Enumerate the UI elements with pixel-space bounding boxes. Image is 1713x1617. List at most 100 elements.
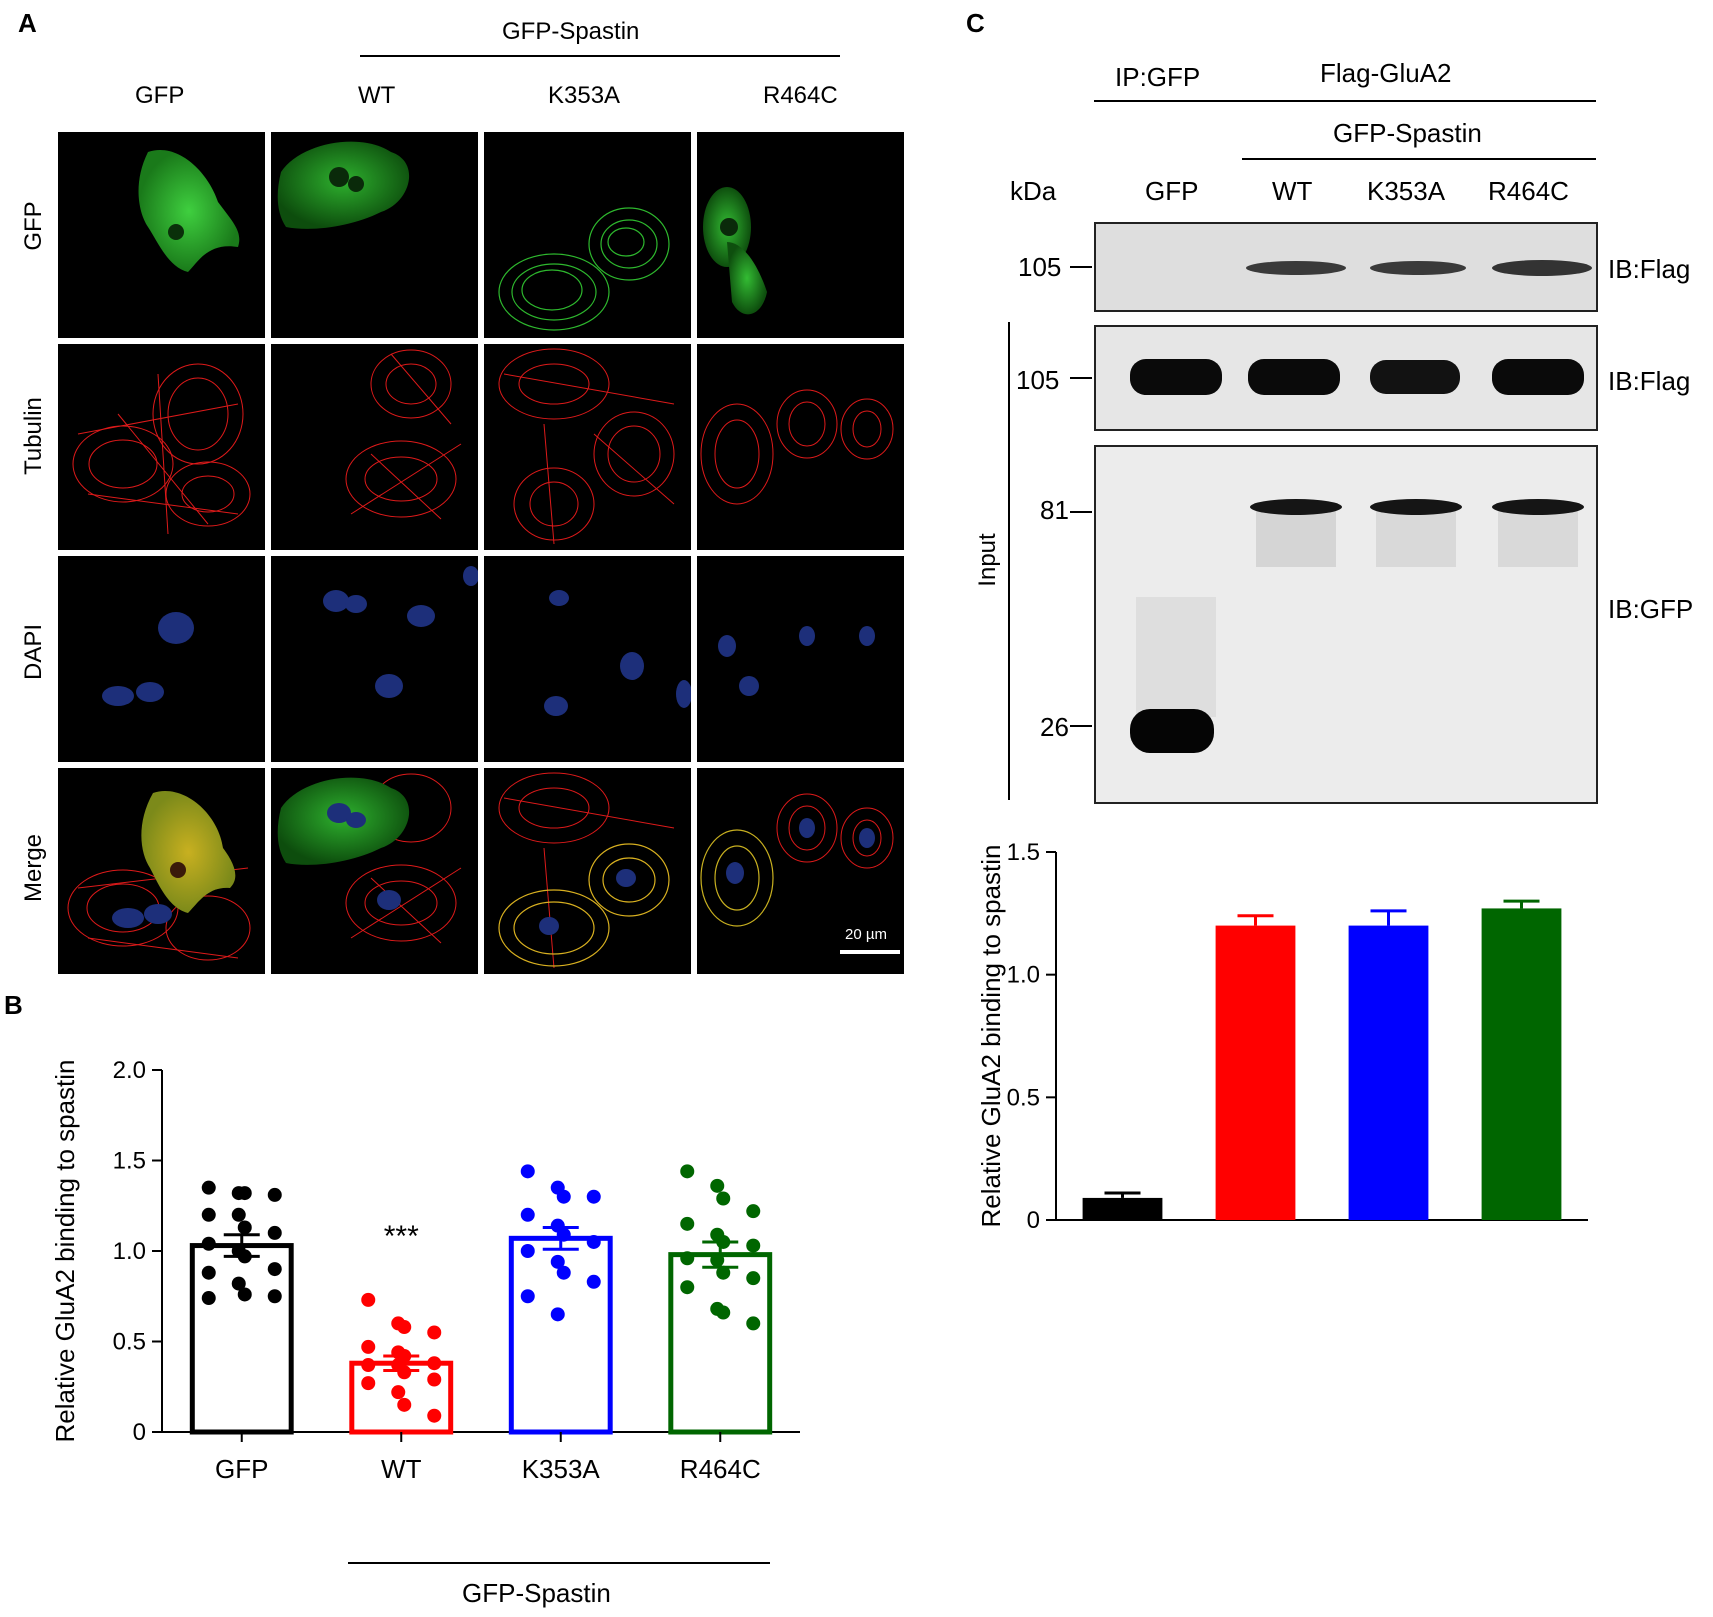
panel-a-col-k353a: K353A [548, 82, 621, 109]
panel-a-row-tubulin: Tubulin [20, 397, 47, 475]
chart-b-point-WT [427, 1325, 442, 1340]
micrograph-r464c-merge: 20 µm [697, 768, 904, 974]
chart-b-point-GFP [237, 1249, 252, 1264]
chart-b-point-R464C [710, 1178, 725, 1193]
marker-tick-26 [1070, 725, 1092, 727]
chart-b-xtick-label: WT [381, 1454, 422, 1484]
chart-b-point-GFP [201, 1265, 216, 1280]
chart-b-point-R464C [716, 1234, 731, 1249]
panel-b-chart: 0 0.5 1.0 1.5 2.0 Relative GluA2 binding to s… [40, 1050, 820, 1570]
micrograph-k353a-dapi [484, 556, 691, 762]
chart-b-point-GFP [231, 1276, 246, 1291]
panel-a-group-line [360, 55, 840, 57]
chart-c-ytick-label: 0 [1027, 1207, 1040, 1234]
chart-b-point-WT [361, 1376, 376, 1391]
chart-b-ytick-label: 0.5 [113, 1329, 146, 1356]
panel-a-row-merge: Merge [20, 833, 47, 903]
chart-b-ytick-label: 1.5 [113, 1148, 146, 1175]
blot-input-gfp [1094, 445, 1598, 804]
chart-b-point-GFP [237, 1186, 252, 1201]
micrograph-r464c-tubulin [697, 344, 904, 550]
micrograph-wt-gfp [271, 132, 478, 338]
panel-a-col-wt: WT [358, 82, 396, 109]
chart-b-significance: *** [384, 1220, 419, 1253]
spastin-label: GFP-Spastin [1333, 118, 1482, 148]
chart-b-point-R464C [680, 1164, 695, 1179]
chart-b-point-K353A [520, 1164, 535, 1179]
chart-b-point-R464C [680, 1216, 695, 1231]
marker-26: 26 [1040, 712, 1069, 742]
micrograph-gfp-dapi [58, 556, 265, 762]
chart-b-point-WT [397, 1365, 412, 1380]
chart-b-point-R464C [746, 1204, 761, 1219]
marker-tick-105-a [1070, 266, 1092, 268]
micrograph-k353a-gfp [484, 132, 691, 338]
panel-b-letter: B [4, 990, 23, 1020]
chart-b-point-GFP [237, 1220, 252, 1235]
blot-ip-flag [1094, 222, 1598, 312]
chart-b-point-K353A [520, 1207, 535, 1222]
chart-b-svg: 0 0.5 1.0 1.5 2.0 Relative GluA2 binding to s… [50, 1057, 800, 1484]
chart-b-point-GFP [201, 1291, 216, 1306]
chart-c-bar-R464C [1481, 908, 1562, 1220]
panel-c-chart: 0 0.5 1.0 1.5 Relative GluA2 binding to spas… [968, 830, 1608, 1350]
chart-b-point-K353A [520, 1244, 535, 1258]
chart-c-ylabel: Relative GluA2 binding to spastin [976, 844, 1006, 1227]
chart-b-point-GFP [267, 1225, 282, 1240]
chart-b-point-GFP [201, 1207, 216, 1222]
chart-b-point-R464C [716, 1265, 731, 1280]
chart-b-point-WT [427, 1372, 442, 1387]
chart-b-ytick-label: 1.0 [113, 1238, 146, 1265]
chart-b-point-K353A [586, 1274, 601, 1289]
lane-label-wt: WT [1272, 176, 1313, 206]
chart-b-point-GFP [267, 1289, 282, 1304]
chart-b-point-K353A [556, 1227, 571, 1242]
flag-label: Flag-GluA2 [1320, 58, 1452, 88]
panel-b-group-line [348, 1562, 770, 1564]
marker-81: 81 [1040, 495, 1069, 525]
ip-label: IP:GFP [1115, 62, 1201, 92]
micrograph-r464c-gfp [697, 132, 904, 338]
chart-b-point-K353A [586, 1234, 601, 1249]
chart-b-point-K353A [556, 1189, 571, 1204]
chart-b-xtick-label: R464C [680, 1454, 761, 1484]
chart-b-point-R464C [746, 1238, 761, 1253]
chart-b-point-R464C [746, 1316, 761, 1331]
chart-b-ylabel: Relative GluA2 binding to spastin [50, 1059, 80, 1442]
marker-tick-81 [1070, 511, 1092, 513]
scale-bar [840, 950, 900, 954]
micrograph-k353a-merge [484, 768, 691, 974]
marker-105-b: 105 [1016, 365, 1060, 395]
micrograph-r464c-dapi [697, 556, 904, 762]
chart-c-bar-K353A [1348, 925, 1429, 1220]
chart-b-point-GFP [267, 1187, 282, 1202]
chart-b-point-WT [391, 1385, 406, 1400]
micrograph-gfp-tubulin [58, 344, 265, 550]
panel-c-letter: C [966, 8, 985, 38]
chart-b-point-GFP [201, 1236, 216, 1251]
chart-b-point-R464C [716, 1305, 731, 1320]
micrograph-wt-dapi [271, 556, 478, 762]
chart-b-point-WT [397, 1397, 412, 1412]
ib-label-gfp-input: IB:GFP [1608, 594, 1694, 624]
chart-b-point-WT [397, 1320, 412, 1335]
chart-b-point-GFP [237, 1287, 252, 1302]
micrograph-wt-tubulin [271, 344, 478, 550]
chart-b-xtick-label: K353A [522, 1454, 601, 1484]
lane-label-gfp: GFP [1145, 176, 1199, 206]
ib-label-flag-ip: IB:Flag [1608, 254, 1691, 284]
chart-b-point-K353A [550, 1254, 565, 1269]
chart-c-ytick-label: 1.0 [1007, 962, 1040, 989]
chart-c-ytick-label: 0.5 [1007, 1084, 1040, 1111]
chart-b-point-WT [427, 1408, 442, 1423]
chart-b-point-GFP [267, 1262, 282, 1277]
panel-b-group-label: GFP-Spastin [462, 1578, 611, 1608]
panel-a-col-r464c: R464C [763, 82, 838, 109]
chart-b-point-R464C [716, 1191, 731, 1206]
chart-b-point-R464C [746, 1271, 761, 1286]
flag-line [1094, 100, 1596, 102]
micrograph-k353a-tubulin [484, 344, 691, 550]
chart-c-bar-GFP [1082, 1197, 1163, 1220]
marker-tick-105-b [1070, 377, 1092, 379]
